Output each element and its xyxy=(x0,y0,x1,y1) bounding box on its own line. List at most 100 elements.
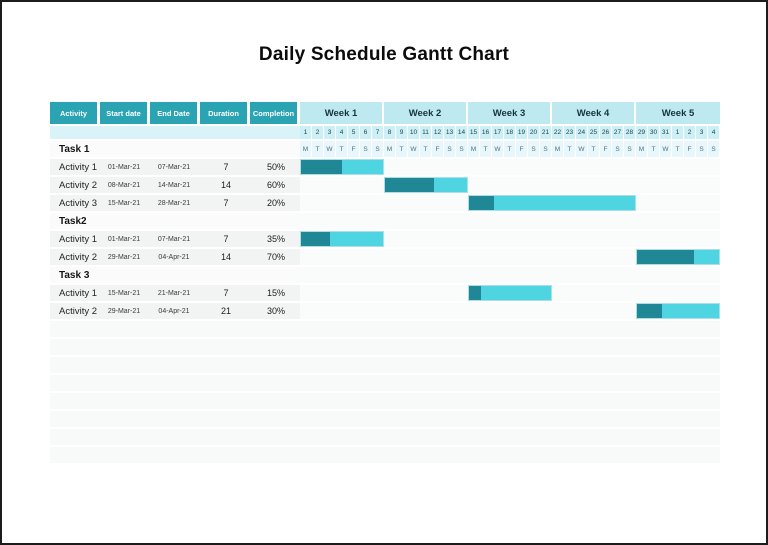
end-date-cell: 07-Mar-21 xyxy=(157,163,191,171)
group-row-left: Task2 xyxy=(50,213,300,229)
header-row: Activity Start date End Date Duration Comple… xyxy=(50,102,720,124)
completion-cell: 60% xyxy=(266,180,285,190)
week-headers: Week 1 Week 2 Week 3 Week 4 Week 5 xyxy=(300,102,720,124)
day-number-cell: 22 xyxy=(552,126,564,139)
day-number-cell: 15 xyxy=(468,126,480,139)
day-letter-cell: W xyxy=(492,141,504,157)
duration-cell: 14 xyxy=(220,180,231,190)
day-number-cell: 2 xyxy=(312,126,324,139)
start-date-cell: 15-Mar-21 xyxy=(107,199,141,207)
day-letter-cell: S xyxy=(708,141,720,157)
day-number-cell: 23 xyxy=(564,126,576,139)
day-number-cell: 28 xyxy=(624,126,636,139)
activity-name-cell: Activity 3 xyxy=(59,197,98,209)
empty-row-right xyxy=(300,447,720,463)
day-letter-cell: M xyxy=(552,141,564,157)
gantt-bar-done xyxy=(469,196,494,210)
activity-row-left: Activity 2 29-Mar-21 04-Apr-21 14 70% xyxy=(50,249,300,265)
day-number-cell: 31 xyxy=(660,126,672,139)
day-letter-cell: T xyxy=(396,141,408,157)
start-date-cell: 29-Mar-21 xyxy=(107,253,141,261)
duration-cell: 7 xyxy=(223,288,229,298)
empty-row xyxy=(50,447,720,463)
day-numbers-row: 1 2 3 4 5 6 7 8 9 10 11 12 13 14 15 16 17 18 19 20 21 22 23 24 2… xyxy=(50,126,720,139)
start-date-cell: 29-Mar-21 xyxy=(107,307,141,315)
day-number-cell: 20 xyxy=(528,126,540,139)
day-number-cell: 16 xyxy=(480,126,492,139)
empty-row-left xyxy=(50,357,300,373)
column-header-start-date: Start date xyxy=(100,102,147,124)
day-letter-cell: S xyxy=(444,141,456,157)
day-letter-cell: T xyxy=(480,141,492,157)
activity-row-right xyxy=(300,285,720,301)
day-letter-cell: W xyxy=(324,141,336,157)
group-row-left: Task 3 xyxy=(50,267,300,283)
gantt-bar-done xyxy=(637,250,695,264)
week-header-5: Week 5 xyxy=(636,102,720,124)
gantt-bar xyxy=(300,159,384,175)
activity-name-cell: Activity 2 xyxy=(59,251,98,263)
day-number-cell: 14 xyxy=(456,126,468,139)
activity-row: Activity 1 01-Mar-21 07-Mar-21 7 50% xyxy=(50,159,720,175)
activity-name-cell: Activity 1 xyxy=(59,233,98,245)
activity-row: Activity 1 15-Mar-21 21-Mar-21 7 15% xyxy=(50,285,720,301)
activity-row-left: Activity 1 01-Mar-21 07-Mar-21 7 50% xyxy=(50,159,300,175)
day-number-cell: 2 xyxy=(684,126,696,139)
day-number-cell: 4 xyxy=(336,126,348,139)
day-letter-cell: S xyxy=(696,141,708,157)
day-letter-cell: M xyxy=(468,141,480,157)
day-letter-cell: S xyxy=(540,141,552,157)
start-date-cell: 01-Mar-21 xyxy=(107,163,141,171)
group-row: Task 3 xyxy=(50,267,720,283)
activity-row-left: Activity 2 29-Mar-21 04-Apr-21 21 30% xyxy=(50,303,300,319)
duration-cell: 7 xyxy=(223,198,229,208)
empty-row-right xyxy=(300,339,720,355)
activity-row-right xyxy=(300,159,720,175)
end-date-cell: 28-Mar-21 xyxy=(157,199,191,207)
day-number-cell: 4 xyxy=(708,126,720,139)
empty-row-left xyxy=(50,411,300,427)
day-number-cell: 17 xyxy=(492,126,504,139)
end-date-cell: 21-Mar-21 xyxy=(157,289,191,297)
day-number-cell: 5 xyxy=(348,126,360,139)
activity-row-left: Activity 1 01-Mar-21 07-Mar-21 7 35% xyxy=(50,231,300,247)
day-number-cell: 7 xyxy=(372,126,384,139)
activity-name-cell: Activity 1 xyxy=(59,287,98,299)
day-letter-cell: T xyxy=(648,141,660,157)
day-number-cell: 9 xyxy=(396,126,408,139)
day-number-cell: 8 xyxy=(384,126,396,139)
gantt-bar xyxy=(636,303,720,319)
day-number-cell: 21 xyxy=(540,126,552,139)
day-letter-cell: W xyxy=(408,141,420,157)
empty-row xyxy=(50,393,720,409)
empty-row-right xyxy=(300,375,720,391)
start-date-cell: 08-Mar-21 xyxy=(107,181,141,189)
completion-cell: 15% xyxy=(266,288,285,298)
day-number-cell: 24 xyxy=(576,126,588,139)
day-number-cell: 11 xyxy=(420,126,432,139)
gantt-bar xyxy=(468,285,552,301)
week-header-4: Week 4 xyxy=(552,102,634,124)
completion-cell: 70% xyxy=(266,252,285,262)
day-number-cell: 26 xyxy=(600,126,612,139)
start-date-cell: 01-Mar-21 xyxy=(107,235,141,243)
group-label: Task2 xyxy=(59,215,87,227)
end-date-cell: 14-Mar-21 xyxy=(157,181,191,189)
day-letter-cell: F xyxy=(432,141,444,157)
empty-row-left xyxy=(50,393,300,409)
activity-row-right xyxy=(300,177,720,193)
day-number-cell: 12 xyxy=(432,126,444,139)
activity-row-right xyxy=(300,303,720,319)
empty-row xyxy=(50,375,720,391)
day-number-cell: 3 xyxy=(696,126,708,139)
empty-row-right xyxy=(300,429,720,445)
gantt-chart: Activity Start date End Date Duration Comple… xyxy=(50,102,720,463)
day-number-cell: 10 xyxy=(408,126,420,139)
end-date-cell: 04-Apr-21 xyxy=(158,253,190,261)
activity-row: Activity 2 29-Mar-21 04-Apr-21 21 30% xyxy=(50,303,720,319)
gantt-bar xyxy=(300,231,384,247)
day-letter-cell: T xyxy=(336,141,348,157)
group-row-left: Task 1 xyxy=(50,141,300,157)
